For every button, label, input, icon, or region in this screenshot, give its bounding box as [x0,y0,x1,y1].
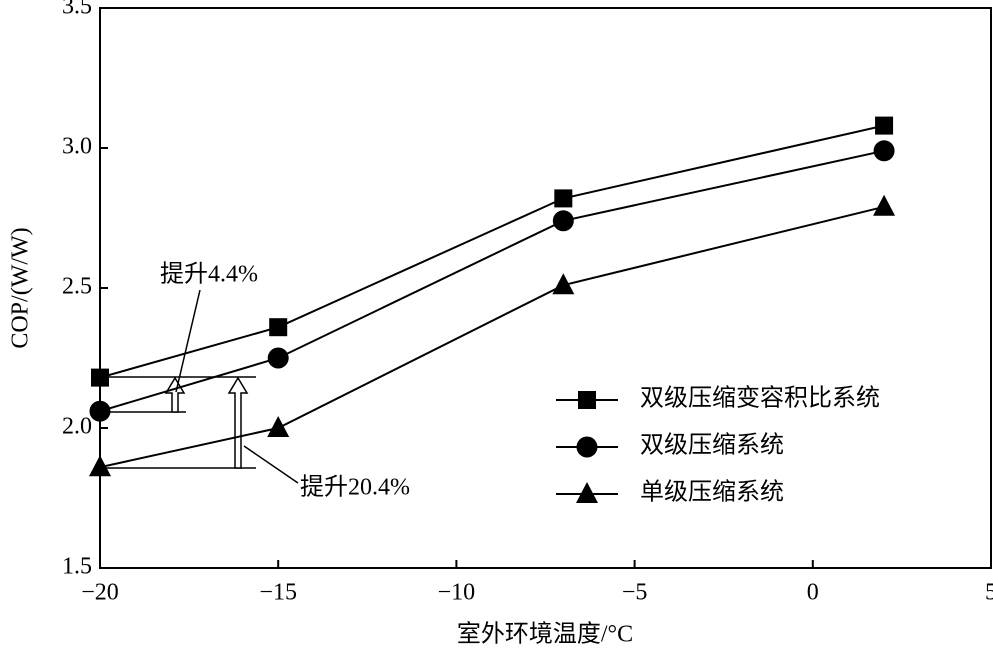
series-line [99,205,885,469]
y-tick-label: 3.5 [62,0,92,20]
annotation-graphics [100,289,299,484]
y-tick-label: 3.0 [62,134,92,160]
data-point [554,189,573,208]
data-point [873,140,895,162]
data-point [873,194,896,216]
data-point [91,368,109,387]
hollow-arrow [227,376,249,469]
legend-label: 单级压缩系统 [640,479,784,506]
series-line [99,149,885,413]
legend-marker [578,391,596,409]
x-tick-label: 5 [985,580,993,606]
x-tick-label: 0 [807,580,819,606]
y-tick-label: 2.0 [62,414,92,440]
series-line [99,124,885,379]
legend-marker [576,436,598,458]
y-axis-label: COP/(W/W) [8,227,34,348]
data-point [267,347,289,369]
x-tick-label: −5 [622,580,648,606]
x-axis-label: 室外环境温度/°C [457,621,633,648]
leader-line [175,289,201,393]
data-point [552,210,574,232]
data-point [552,273,575,295]
legend-label: 双级压缩系统 [640,432,784,459]
data-point [89,400,111,422]
leader-line [243,445,299,484]
legend-label: 双级压缩变容积比系统 [640,385,880,412]
x-tick-label: −10 [438,580,476,606]
x-tick-label: −20 [81,580,119,606]
data-point [269,318,288,337]
hollow-arrow [164,376,186,413]
plot-frame [99,7,992,569]
data-point [875,116,894,135]
data-point [267,416,290,437]
x-tick-label: −15 [259,580,297,606]
y-tick-label: 2.5 [62,274,92,300]
annotation: 提升4.4% [160,261,258,288]
y-tick-label: 1.5 [62,554,92,580]
annotation: 提升20.4% [300,474,410,501]
legend-marker [576,482,598,503]
data-point [89,455,111,477]
